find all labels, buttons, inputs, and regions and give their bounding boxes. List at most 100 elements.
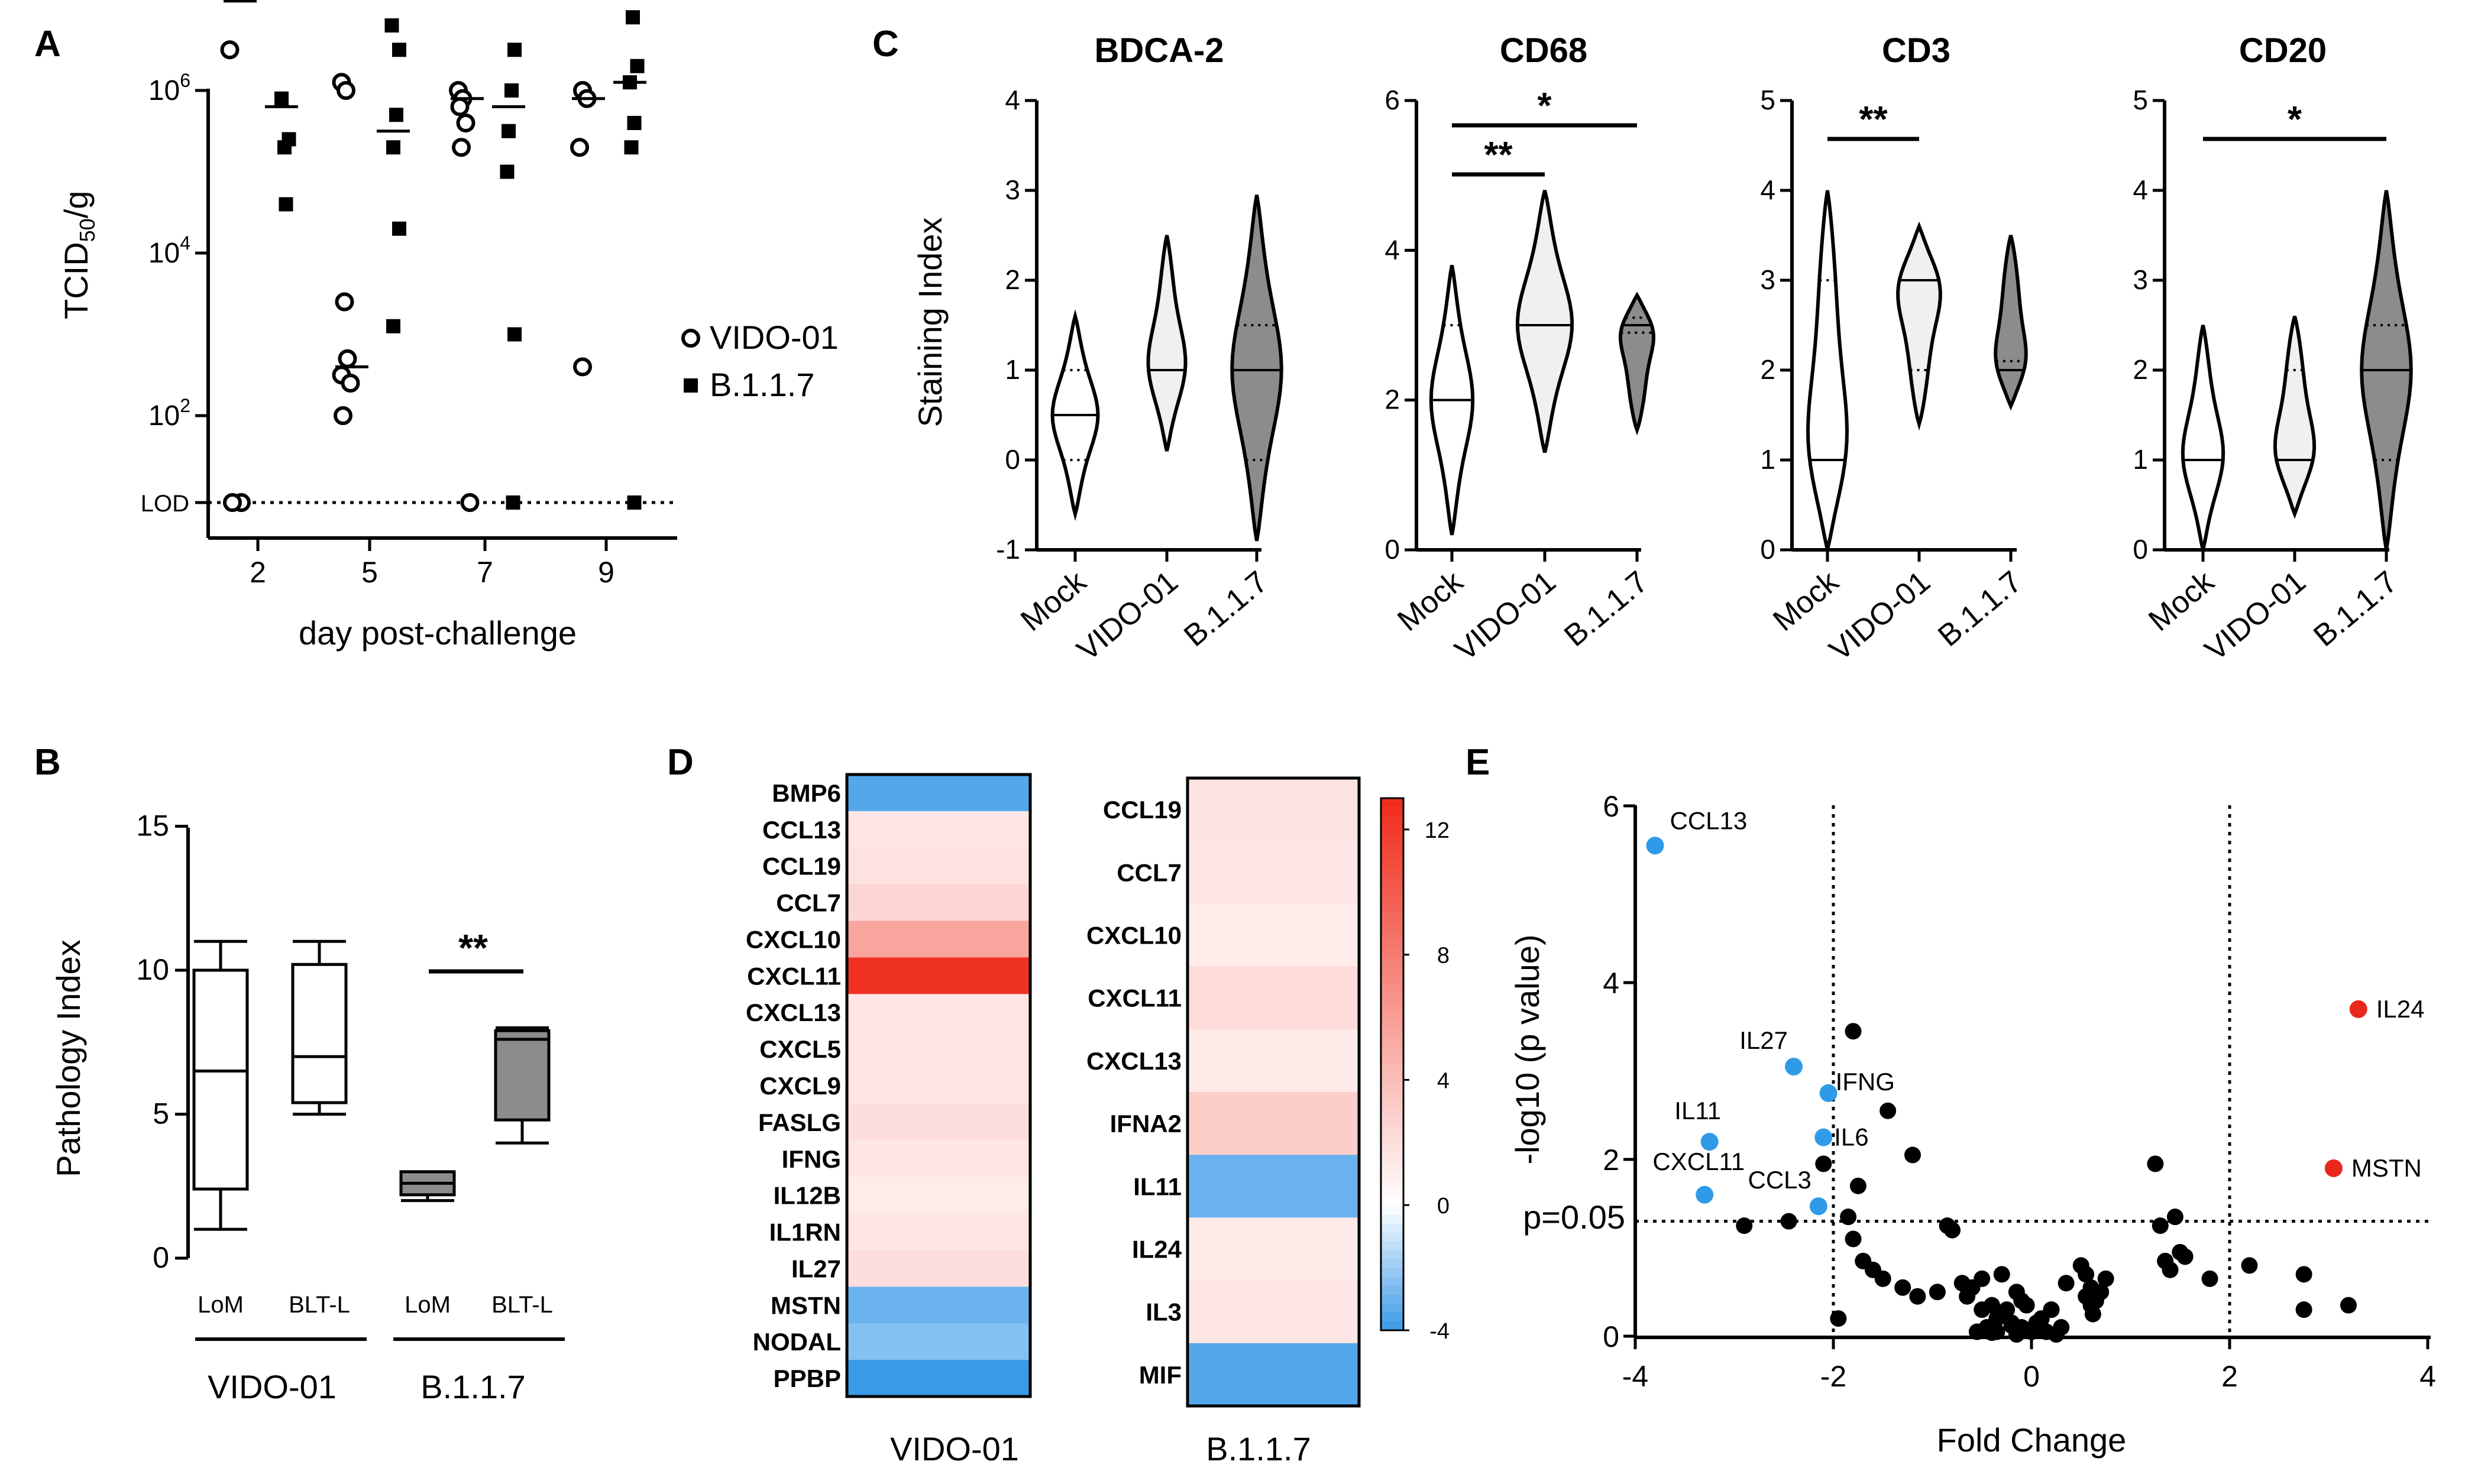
panel-e-point-labeled bbox=[2324, 1159, 2343, 1177]
panel-c-sig-label: ** bbox=[1859, 99, 1888, 140]
panel-c-x-tick-label: B.1.1.7 bbox=[1932, 565, 2029, 653]
panel-a-point-vido bbox=[460, 493, 480, 512]
panel-e-point bbox=[2092, 1284, 2110, 1301]
panel-d-colorbar-segment bbox=[1381, 834, 1403, 843]
panel-d-gene-label: IL11 bbox=[1133, 1172, 1182, 1200]
panel-c-y-tick-label: 1 bbox=[1005, 354, 1020, 385]
panel-d-gene-label: MSTN bbox=[771, 1291, 841, 1319]
panel-e-y-tick-label: 4 bbox=[1603, 967, 1619, 1000]
panel-d-colorbar-label: 0 bbox=[1437, 1194, 1450, 1219]
panel-b-group-vido: VIDO-01 bbox=[208, 1368, 337, 1405]
panel-a-point-vido bbox=[573, 357, 592, 377]
panel-d-colorbar-segment bbox=[1381, 922, 1403, 932]
panel-d-colorbar-segment bbox=[1381, 1055, 1403, 1065]
panel-c-y-tick-label: 2 bbox=[1760, 354, 1775, 385]
panel-d-colorbar-segment bbox=[1381, 1073, 1403, 1083]
panel-c-y-tick-label: 5 bbox=[1760, 85, 1775, 115]
panel-e-point-labeled bbox=[1809, 1197, 1827, 1216]
panel-c-y-tick-label: 3 bbox=[2133, 264, 2148, 295]
panel-a-legend-marker-b117 bbox=[684, 378, 698, 393]
panel-d-colorbar-segment bbox=[1381, 1180, 1403, 1189]
panel-c-y-tick-label: 0 bbox=[2133, 534, 2148, 565]
panel-b-box bbox=[291, 963, 348, 1104]
panel-b-cat-1: LoM bbox=[198, 1292, 244, 1318]
panel-letter-d: D bbox=[667, 742, 694, 783]
panel-e-point-label: IL24 bbox=[2376, 995, 2425, 1023]
panel-a-x-tick-label: 9 bbox=[598, 556, 614, 589]
panel-c-y-tick-label: 4 bbox=[1760, 174, 1775, 205]
panel-e-point-labeled bbox=[1785, 1058, 1803, 1076]
panel-b-cat-4: BLT-L bbox=[491, 1292, 553, 1318]
panel-e-x-tick-label: 4 bbox=[2419, 1360, 2436, 1393]
panel-d-gene-label: IL3 bbox=[1146, 1298, 1182, 1326]
panel-d-cell bbox=[1188, 841, 1359, 904]
panel-d-colorbar-segment bbox=[1381, 1259, 1403, 1269]
panel-e-point bbox=[1849, 1177, 1866, 1194]
panel-e-point bbox=[1904, 1146, 1921, 1164]
panel-d-gene-label: CXCL5 bbox=[759, 1035, 841, 1063]
panel-d-cell bbox=[1188, 1280, 1359, 1344]
panel-a-point-vido bbox=[456, 114, 475, 132]
panel-a-point-b117 bbox=[507, 327, 522, 342]
panel-d-colorbar-segment bbox=[1381, 913, 1403, 923]
panel-b-ylabel: Pathology Index bbox=[50, 939, 87, 1177]
panel-a-point-vido bbox=[334, 406, 352, 425]
panel-c-y-tick-label: 2 bbox=[1384, 384, 1400, 415]
panel-e-point bbox=[1845, 1023, 1862, 1040]
panel-e-point bbox=[2147, 1155, 2164, 1172]
panel-e-point bbox=[1944, 1221, 1961, 1239]
panel-c-x-tick-label: B.1.1.7 bbox=[1558, 565, 1655, 653]
panel-e-point bbox=[2166, 1208, 2183, 1226]
panel-d-colorbar-segment bbox=[1381, 816, 1403, 825]
panel-a-point-vido bbox=[338, 349, 357, 368]
panel-c-violin bbox=[1806, 190, 1849, 550]
panel-c-y-tick-label: 4 bbox=[1384, 234, 1400, 265]
panel-d-cell bbox=[847, 1213, 1030, 1250]
panel-a-point-b117 bbox=[506, 495, 520, 510]
panel-a: TCID50/g day post-challenge LOD VIDO-01 … bbox=[57, 191, 839, 652]
panel-d-frame bbox=[845, 773, 1032, 1398]
panel-d-cell bbox=[847, 1323, 1030, 1360]
panel-e-point bbox=[2241, 1257, 2258, 1274]
panel-d-cell bbox=[847, 847, 1030, 885]
panel-a-point-b117 bbox=[627, 116, 642, 130]
panel-d-colorbar-segment bbox=[1381, 1002, 1403, 1012]
panel-c-y-tick-label: -1 bbox=[996, 534, 1020, 565]
panel-d-gene-label: CXCL9 bbox=[759, 1072, 841, 1100]
panel-e-y-tick-label: 6 bbox=[1603, 790, 1619, 823]
panel-a-point-b117 bbox=[507, 43, 522, 57]
panel-d-gene-label: CXCL11 bbox=[747, 962, 841, 990]
panel-d-gene-label: IL12B bbox=[774, 1182, 841, 1210]
panel-c-x-tick-label: Mock bbox=[1391, 564, 1470, 638]
panel-d-cell bbox=[847, 1250, 1030, 1287]
panel-a-point-b117 bbox=[504, 83, 519, 98]
panel-c-y-tick-label: 6 bbox=[1384, 85, 1400, 115]
panel-a-legend-b117: B.1.1.7 bbox=[710, 366, 814, 403]
panel-d-colorbar-segment bbox=[1381, 1011, 1403, 1020]
panel-c-x-tick-label: VIDO-01 bbox=[1070, 565, 1184, 668]
panel-e-point-label: CCL3 bbox=[1748, 1166, 1811, 1194]
panel-d-cell bbox=[1188, 1092, 1359, 1155]
panel-d-cell bbox=[847, 957, 1030, 994]
panel-d-colorbar-segment bbox=[1381, 1144, 1403, 1153]
panel-a-x-tick-label: 5 bbox=[361, 556, 378, 589]
panel-d-gene-label: CCL19 bbox=[1103, 796, 1182, 824]
panel-a-point-vido bbox=[450, 97, 470, 116]
panel-a-point-b117 bbox=[627, 495, 642, 510]
panel-d-cell bbox=[1188, 903, 1359, 967]
panel-c-violin bbox=[1896, 221, 1942, 431]
panel-a-point-b117 bbox=[386, 140, 400, 155]
panel-e-point bbox=[2084, 1305, 2101, 1323]
panel-e-point bbox=[2152, 1217, 2169, 1234]
panel-d-gene-label: IFNA2 bbox=[1110, 1110, 1182, 1138]
panel-d-colorbar-label: -4 bbox=[1429, 1319, 1450, 1344]
panel-e-point bbox=[2013, 1292, 2030, 1310]
panel-e-point bbox=[1894, 1279, 1911, 1296]
panel-c-sig-label: ** bbox=[1484, 135, 1513, 176]
panel-c-title: CD3 bbox=[1882, 31, 1950, 70]
panel-e-point-labeled bbox=[1646, 837, 1664, 855]
panel-d-cell bbox=[1188, 1029, 1359, 1093]
panel-d-colorbar-segment bbox=[1381, 1020, 1403, 1029]
panel-d-gene-label: CXCL13 bbox=[1086, 1047, 1182, 1075]
panel-d-gene-label: IL1RN bbox=[769, 1219, 841, 1246]
